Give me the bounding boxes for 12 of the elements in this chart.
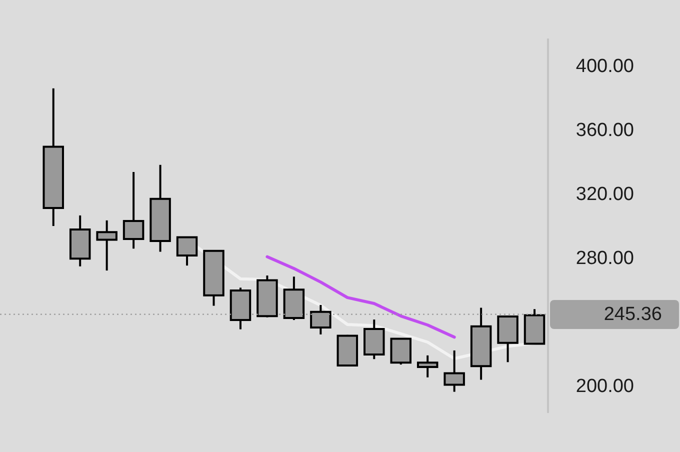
y-tick-label: 360.00 [576,120,634,141]
y-tick-label: 400.00 [576,56,634,77]
candlestick [122,171,144,250]
candlestick [444,349,465,393]
candlestick [416,354,438,378]
candlestick [176,236,198,267]
y-tick-label: 280.00 [576,248,634,270]
candlestick [96,219,118,272]
candlestick [390,338,412,366]
y-tick-label: 320.00 [576,184,634,205]
price-tag: 245.36 [550,300,679,329]
y-tick-label: 200.00 [576,376,634,398]
